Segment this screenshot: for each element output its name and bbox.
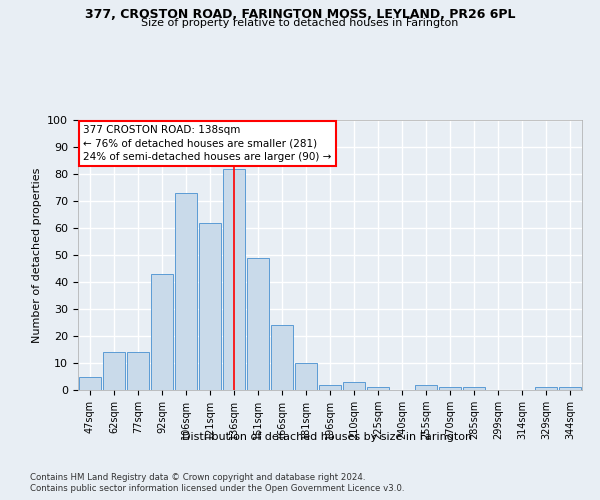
Bar [463, 388, 485, 390]
Bar [343, 382, 365, 390]
Bar [535, 388, 557, 390]
Bar [127, 352, 149, 390]
Bar [559, 388, 581, 390]
Bar [247, 258, 269, 390]
Bar [367, 388, 389, 390]
Bar [79, 376, 101, 390]
Bar [199, 222, 221, 390]
Text: 377, CROSTON ROAD, FARINGTON MOSS, LEYLAND, PR26 6PL: 377, CROSTON ROAD, FARINGTON MOSS, LEYLA… [85, 8, 515, 20]
Bar [295, 363, 317, 390]
Bar [319, 384, 341, 390]
Text: Contains public sector information licensed under the Open Government Licence v3: Contains public sector information licen… [30, 484, 404, 493]
Bar [151, 274, 173, 390]
Text: 377 CROSTON ROAD: 138sqm
← 76% of detached houses are smaller (281)
24% of semi-: 377 CROSTON ROAD: 138sqm ← 76% of detach… [83, 126, 331, 162]
Text: Distribution of detached houses by size in Farington: Distribution of detached houses by size … [182, 432, 472, 442]
Bar [175, 193, 197, 390]
Text: Size of property relative to detached houses in Farington: Size of property relative to detached ho… [142, 18, 458, 28]
Bar [271, 325, 293, 390]
Text: Contains HM Land Registry data © Crown copyright and database right 2024.: Contains HM Land Registry data © Crown c… [30, 472, 365, 482]
Bar [103, 352, 125, 390]
Y-axis label: Number of detached properties: Number of detached properties [32, 168, 42, 342]
Bar [415, 384, 437, 390]
Bar [223, 168, 245, 390]
Bar [439, 388, 461, 390]
